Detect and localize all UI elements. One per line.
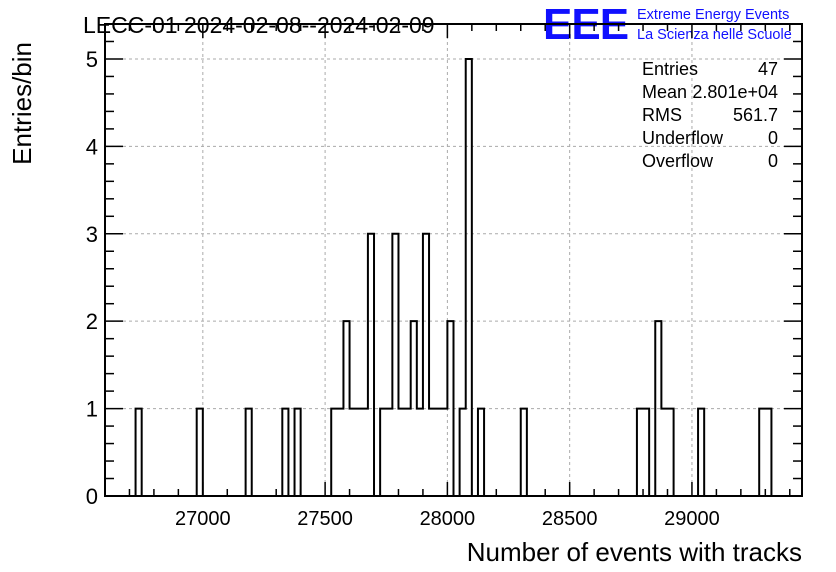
histogram-bin — [441, 409, 447, 496]
x-tick-label: 28000 — [420, 508, 476, 530]
logo-line-2: La Scienza nelle Scuole — [637, 27, 792, 43]
y-tick-label: 0 — [86, 484, 98, 509]
x-tick-label: 27000 — [175, 508, 231, 530]
histogram-bin — [337, 409, 343, 496]
histogram-bin — [356, 409, 362, 496]
stats-rms-value: 561.7 — [733, 105, 778, 125]
histogram-bin — [417, 409, 423, 496]
plot-frame — [104, 23, 803, 497]
histogram-bin — [429, 409, 435, 496]
x-tick-label: 28500 — [542, 508, 598, 530]
y-axis-label: Entries/bin — [7, 42, 37, 165]
histogram-bin — [435, 409, 441, 496]
stats-mean-value: 2.801e+04 — [692, 82, 778, 102]
x-tick-label: 29000 — [664, 508, 720, 530]
histogram-bin — [386, 409, 392, 496]
stats-box: Entries 47 Mean 2.801e+04 RMS 561.7 Unde… — [642, 59, 778, 171]
y-tick-label: 4 — [86, 134, 98, 159]
stats-mean-label: Mean — [642, 82, 687, 102]
stats-rms-label: RMS — [642, 105, 682, 125]
histogram-bin — [405, 409, 411, 496]
x-axis-label: Number of events with tracks — [467, 537, 802, 567]
stats-overflow-label: Overflow — [642, 151, 714, 171]
y-tick-label: 5 — [86, 47, 98, 72]
y-tick-label: 2 — [86, 309, 98, 334]
stats-underflow-value: 0 — [768, 128, 778, 148]
histogram-bin — [398, 409, 404, 496]
stats-entries-value: 47 — [758, 59, 778, 79]
x-tick-labels: 27000 27500 28000 28500 29000 — [175, 508, 720, 530]
histogram-bin — [362, 409, 368, 496]
histogram-outline — [134, 57, 773, 496]
axis-ticks — [104, 23, 802, 497]
histogram-bin — [350, 409, 356, 496]
stats-entries-label: Entries — [642, 59, 698, 79]
y-tick-label: 3 — [86, 222, 98, 247]
logo-line-1: Extreme Energy Events — [637, 7, 789, 23]
y-tick-labels: 0 1 2 3 4 5 — [86, 47, 98, 509]
x-tick-label: 27500 — [297, 508, 353, 530]
stats-underflow-label: Underflow — [642, 128, 724, 148]
stats-overflow-value: 0 — [768, 151, 778, 171]
histogram-bin — [661, 409, 667, 496]
y-tick-label: 1 — [86, 397, 98, 422]
